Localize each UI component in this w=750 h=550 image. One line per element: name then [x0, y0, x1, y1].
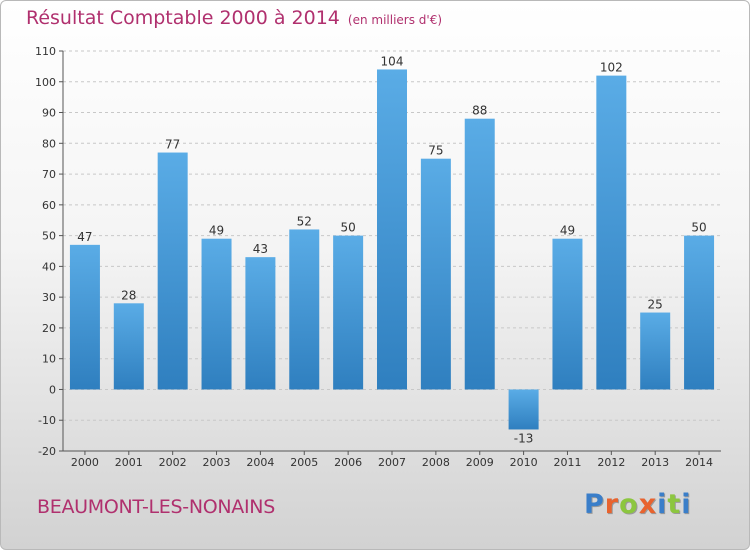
x-tick-label: 2006: [334, 456, 362, 469]
data-label-2002: 77: [165, 138, 180, 152]
logo-letter: o: [619, 489, 639, 520]
data-label-2010: -13: [514, 431, 534, 445]
bar-2003: [201, 238, 232, 390]
data-label-2003: 49: [209, 224, 224, 238]
bar-2009: [464, 118, 495, 390]
y-tick-label: 60: [42, 199, 56, 212]
data-label-2006: 50: [340, 221, 355, 235]
bar-2012: [596, 75, 627, 390]
x-tick-label: 2004: [246, 456, 274, 469]
bar-2000: [69, 244, 100, 390]
x-tick-label: 2000: [71, 456, 99, 469]
proxiti-logo: Proxiti: [584, 489, 692, 520]
x-tick-label: 2008: [422, 456, 450, 469]
logo-letter: t: [667, 489, 682, 520]
bar-2013: [640, 312, 671, 390]
bar-2005: [289, 229, 320, 390]
x-tick-label: 2011: [553, 456, 581, 469]
chart-title-main: Résultat Comptable 2000 à 2014: [26, 7, 340, 29]
logo-letter: x: [638, 489, 658, 520]
y-tick-label: 10: [42, 353, 56, 366]
x-tick-label: 2013: [641, 456, 669, 469]
y-tick-label: 30: [42, 291, 56, 304]
data-label-2005: 52: [297, 214, 312, 228]
bar-2010: [508, 389, 539, 430]
data-label-2008: 75: [428, 144, 443, 158]
x-tick-label: 2009: [466, 456, 494, 469]
x-tick-label: 2003: [203, 456, 231, 469]
data-label-2013: 25: [648, 298, 663, 312]
y-tick-label: 40: [42, 260, 56, 273]
y-tick-label: 0: [49, 383, 56, 396]
data-label-2012: 102: [600, 61, 623, 75]
x-tick-label: 2002: [159, 456, 187, 469]
data-label-2000: 47: [77, 230, 92, 244]
y-tick-label: 80: [42, 137, 56, 150]
bar-2008: [420, 158, 451, 390]
logo-letter: i: [657, 489, 668, 520]
x-tick-label: 2005: [290, 456, 318, 469]
data-label-2007: 104: [381, 54, 404, 68]
chart-title: Résultat Comptable 2000 à 2014 (en millie…: [26, 7, 442, 29]
x-tick-label: 2014: [685, 456, 713, 469]
data-label-2014: 50: [691, 221, 706, 235]
bar-2007: [377, 69, 407, 390]
bar-2006: [333, 235, 364, 390]
y-tick-label: 50: [42, 230, 56, 243]
data-label-2001: 28: [121, 288, 136, 302]
y-tick-label: 90: [42, 107, 56, 120]
y-tick-label: -10: [38, 414, 56, 427]
data-label-2011: 49: [560, 224, 575, 238]
data-label-2009: 88: [472, 104, 487, 118]
bar-2011: [552, 238, 583, 390]
commune-name: BEAUMONT-LES-NONAINS: [37, 496, 275, 518]
x-tick-label: 2001: [115, 456, 143, 469]
logo-letter: P: [584, 489, 605, 520]
y-tick-label: -20: [38, 445, 56, 458]
y-tick-label: 20: [42, 322, 56, 335]
x-tick-label: 2007: [378, 456, 406, 469]
logo-letter: r: [604, 489, 620, 520]
y-tick-label: 70: [42, 168, 56, 181]
bar-2014: [684, 235, 715, 390]
logo-letter: i: [681, 489, 692, 520]
x-tick-label: 2010: [510, 456, 538, 469]
bar-2004: [245, 257, 276, 390]
y-tick-label: 100: [35, 76, 56, 89]
data-label-2004: 43: [253, 242, 268, 256]
bar-2002: [157, 152, 188, 390]
chart-title-unit: (en milliers d'€): [347, 13, 443, 27]
y-tick-label: 110: [35, 45, 56, 58]
bar-2001: [113, 303, 144, 390]
x-tick-label: 2012: [597, 456, 625, 469]
